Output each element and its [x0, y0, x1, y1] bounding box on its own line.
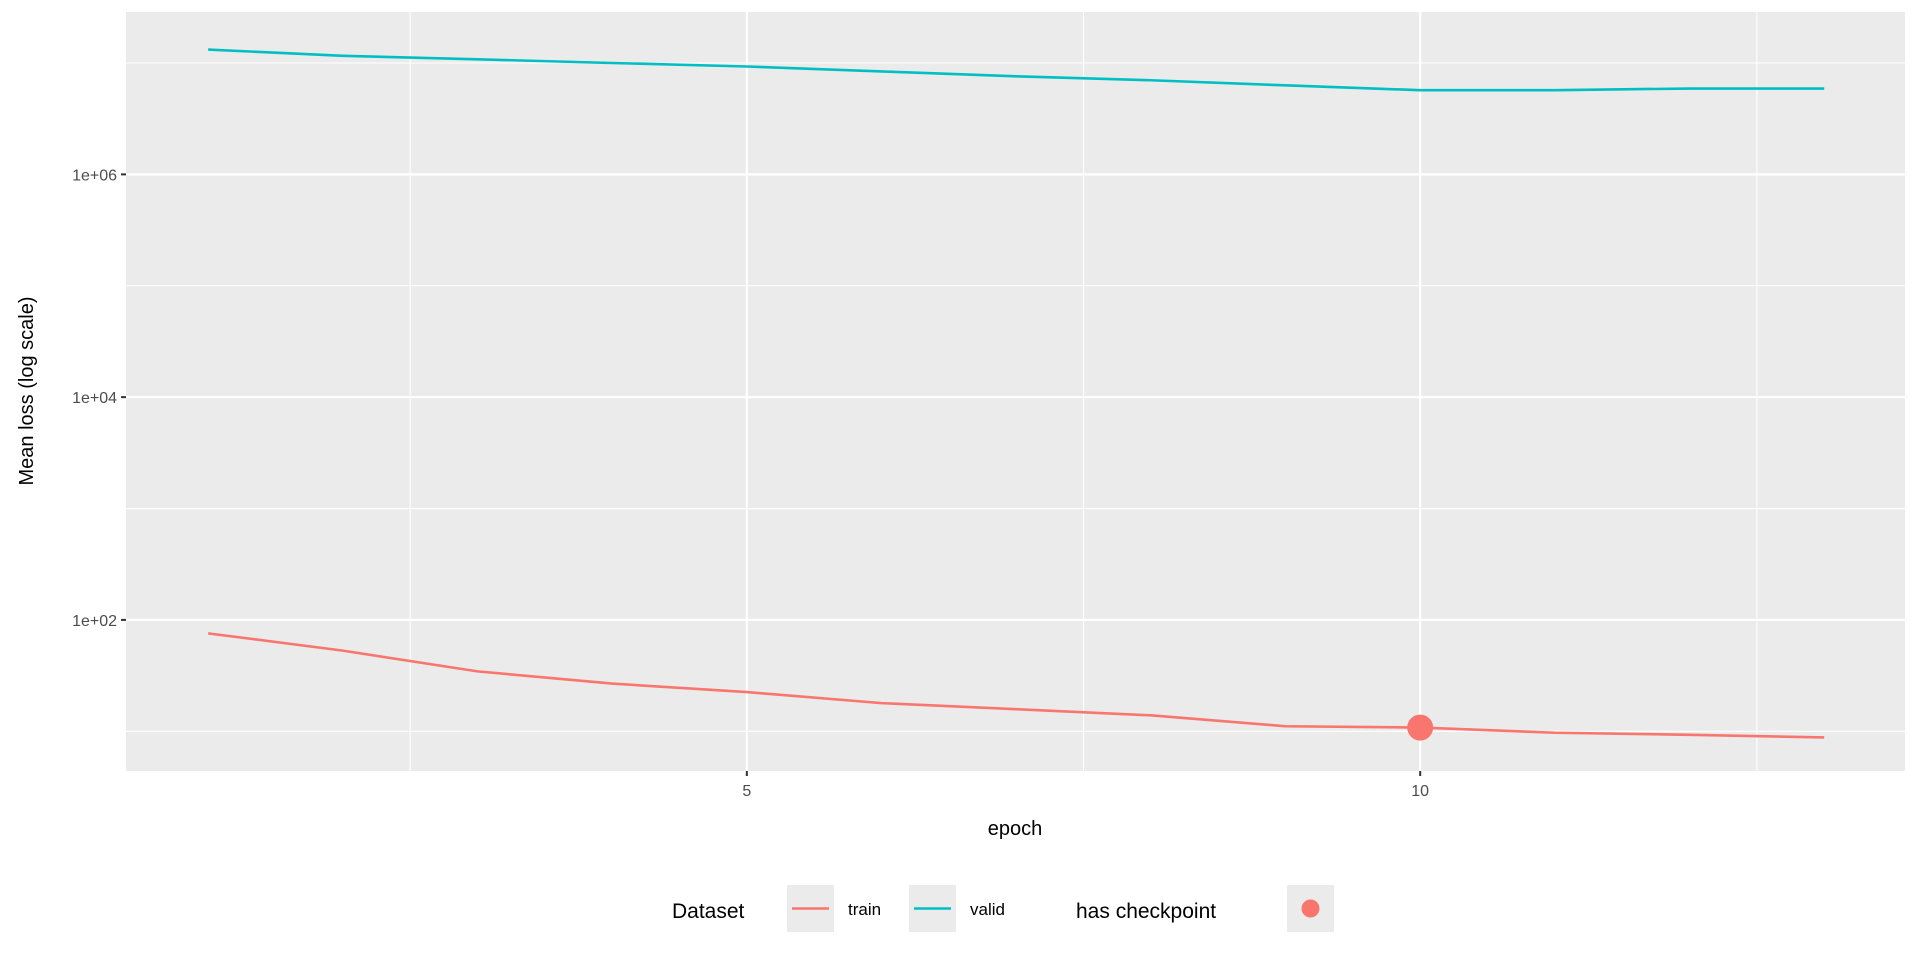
axes: 1e+02 1e+04 1e+06 5 10	[72, 167, 1429, 800]
legend: Dataset train valid has checkpoint	[672, 885, 1334, 932]
x-tick-label: 5	[742, 783, 751, 800]
checkpoint-points	[1407, 714, 1434, 741]
grid-lines	[126, 12, 1905, 771]
legend-point-checkpoint	[1301, 899, 1320, 918]
y-tick-label: 1e+06	[72, 167, 117, 184]
series-lines	[207, 48, 1825, 739]
x-tick-label: 10	[1411, 783, 1429, 800]
legend-title-checkpoint: has checkpoint	[1076, 900, 1216, 923]
legend-title-dataset: Dataset	[672, 900, 745, 923]
series-line-train	[207, 632, 1825, 739]
y-tick-label: 1e+04	[72, 390, 117, 407]
x-axis-title: epoch	[988, 818, 1043, 840]
plot-panel	[126, 12, 1905, 771]
y-tick-label: 1e+02	[72, 613, 117, 630]
legend-label-train: train	[848, 900, 881, 919]
checkpoint-point	[1407, 714, 1434, 741]
legend-label-valid: valid	[970, 900, 1005, 919]
y-axis-title: Mean loss (log scale)	[16, 297, 38, 486]
series-line-valid	[208, 48, 1825, 92]
